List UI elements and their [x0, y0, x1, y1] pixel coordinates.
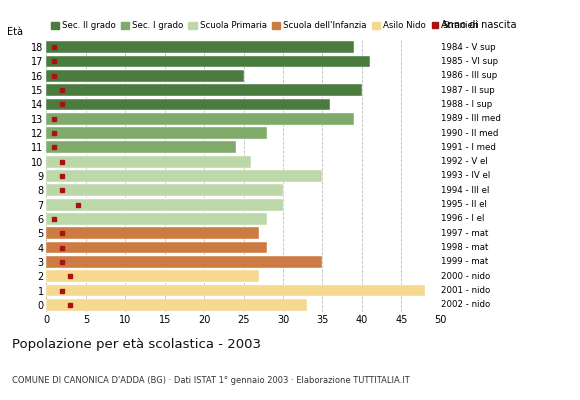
Text: 1994 - III el: 1994 - III el: [441, 186, 490, 195]
Text: 1996 - I el: 1996 - I el: [441, 214, 484, 224]
Text: 1998 - mat: 1998 - mat: [441, 243, 488, 252]
Text: 1993 - IV el: 1993 - IV el: [441, 172, 490, 180]
Bar: [46, 285, 425, 296]
Text: Anno di nascita: Anno di nascita: [441, 20, 516, 30]
Bar: [46, 256, 322, 268]
Text: 1987 - II sup: 1987 - II sup: [441, 86, 495, 95]
Text: 1985 - VI sup: 1985 - VI sup: [441, 57, 498, 66]
Text: 1989 - III med: 1989 - III med: [441, 114, 501, 123]
Text: 2001 - nido: 2001 - nido: [441, 286, 490, 295]
Bar: [46, 184, 283, 196]
Bar: [46, 70, 244, 82]
Text: 1995 - II el: 1995 - II el: [441, 200, 487, 209]
Text: 1984 - V sup: 1984 - V sup: [441, 43, 495, 52]
Bar: [46, 156, 252, 168]
Text: 2002 - nido: 2002 - nido: [441, 300, 490, 309]
Text: 1992 - V el: 1992 - V el: [441, 157, 488, 166]
Text: Popolazione per età scolastica - 2003: Popolazione per età scolastica - 2003: [12, 338, 260, 351]
Bar: [46, 299, 307, 311]
Text: 1990 - II med: 1990 - II med: [441, 128, 498, 138]
Text: Età: Età: [7, 27, 23, 37]
Bar: [46, 142, 235, 153]
Bar: [46, 227, 259, 239]
Bar: [46, 98, 331, 110]
Text: 1986 - III sup: 1986 - III sup: [441, 71, 497, 80]
Text: 1999 - mat: 1999 - mat: [441, 257, 488, 266]
Bar: [46, 84, 362, 96]
Bar: [46, 127, 267, 139]
Bar: [46, 170, 322, 182]
Bar: [46, 41, 354, 53]
Text: 1988 - I sup: 1988 - I sup: [441, 100, 492, 109]
Text: COMUNE DI CANONICA D'ADDA (BG) · Dati ISTAT 1° gennaio 2003 · Elaborazione TUTTI: COMUNE DI CANONICA D'ADDA (BG) · Dati IS…: [12, 376, 409, 385]
Text: 1991 - I med: 1991 - I med: [441, 143, 496, 152]
Text: 1997 - mat: 1997 - mat: [441, 229, 488, 238]
Bar: [46, 270, 259, 282]
Bar: [46, 242, 267, 254]
Bar: [46, 213, 267, 225]
Bar: [46, 113, 354, 125]
Bar: [46, 56, 370, 67]
Bar: [46, 199, 283, 210]
Text: 2000 - nido: 2000 - nido: [441, 272, 490, 281]
Legend: Sec. II grado, Sec. I grado, Scuola Primaria, Scuola dell'Infanzia, Asilo Nido, : Sec. II grado, Sec. I grado, Scuola Prim…: [50, 21, 478, 30]
